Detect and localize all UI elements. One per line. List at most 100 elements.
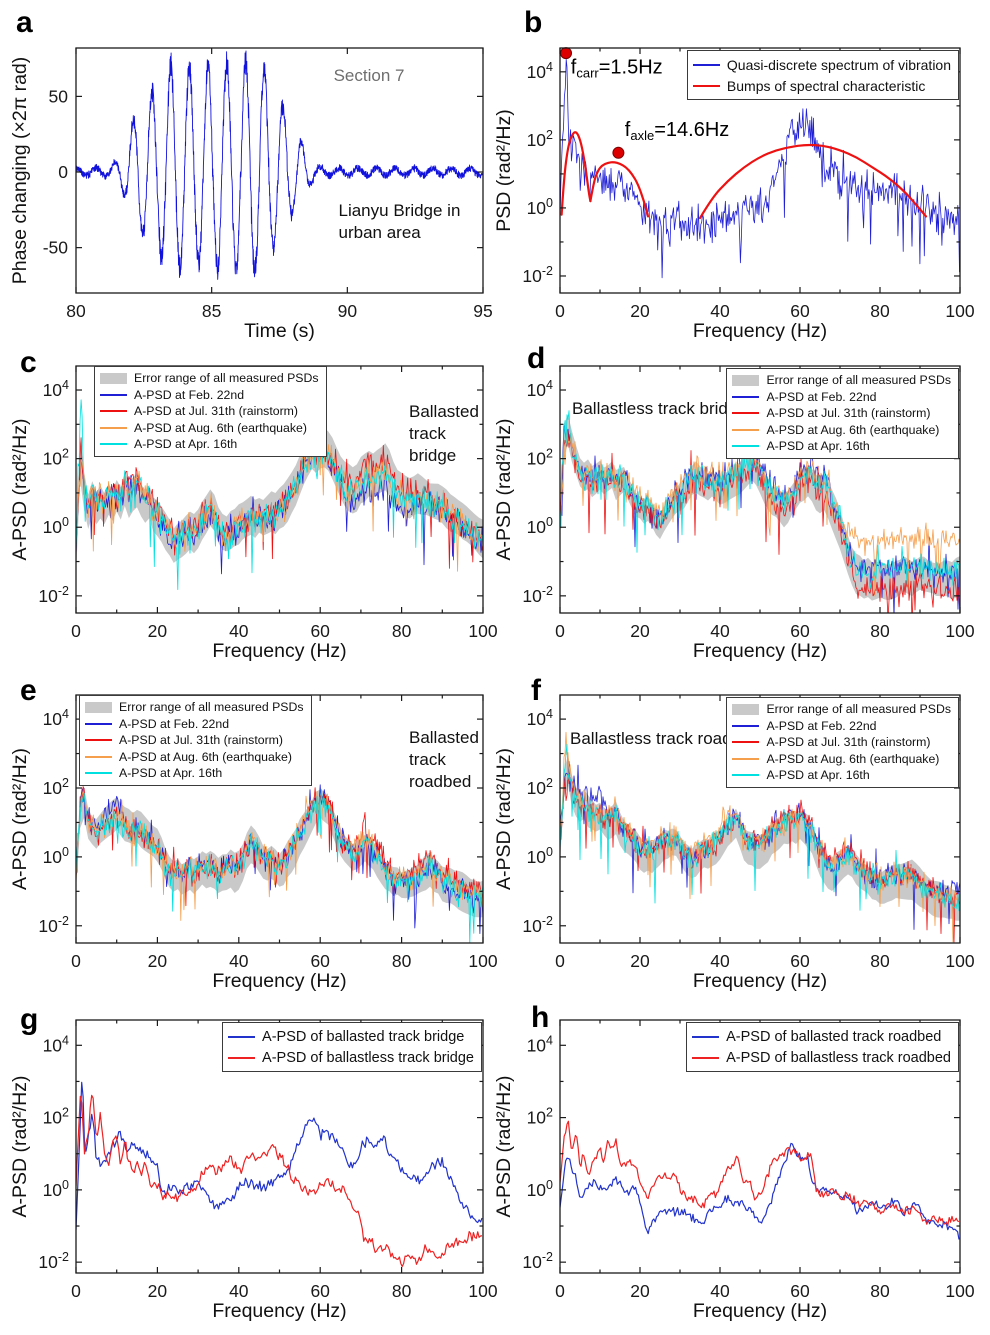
y-tick-label: 50 xyxy=(49,86,69,106)
x-tick-label: 100 xyxy=(945,951,974,971)
axis-ticks xyxy=(559,366,961,613)
x-tick-label: 0 xyxy=(71,951,81,971)
x-tick-label: 0 xyxy=(71,621,81,641)
bump-curve xyxy=(589,161,650,218)
legend-swatch-line xyxy=(732,724,760,727)
y-tick-label: 100 xyxy=(527,845,553,867)
x-axis-label: Frequency (Hz) xyxy=(693,640,827,662)
annotation-line: Ballasted track roadbed xyxy=(408,728,479,792)
series-line xyxy=(76,1094,483,1268)
y-tick-label: -50 xyxy=(43,238,69,258)
y-tick-label: 10-2 xyxy=(522,1250,553,1272)
y-axis-label: A-PSD (rad²/Hz) xyxy=(9,1076,31,1218)
data-layer xyxy=(560,1120,960,1240)
legend-swatch-line xyxy=(732,741,760,744)
legend-label: A-PSD of ballasted track bridge xyxy=(262,1028,465,1045)
plot-canvas: 0 20 40 60 80 100 104 102 100 10-2 Frequency (Hz) A… xyxy=(493,1019,975,1322)
x-tick-label: 0 xyxy=(555,301,565,321)
legend-swatch-line xyxy=(732,774,760,777)
legend-label: Error range of all measured PSDs xyxy=(134,371,319,386)
legend-swatch-line xyxy=(732,412,760,415)
y-tick-label: 104 xyxy=(43,378,69,400)
series-line xyxy=(560,1120,960,1226)
plot-canvas: 0 20 40 60 80 100 104 102 100 10-2 Frequency (Hz) A… xyxy=(493,365,975,662)
x-tick-label: 90 xyxy=(338,301,358,321)
legend-label: A-PSD at Aug. 6th (earthquake) xyxy=(766,422,940,437)
legend-item: A-PSD of ballastless track roadbed xyxy=(692,1047,951,1068)
legend-swatch-line xyxy=(100,410,127,413)
legend-item: A-PSD at Apr. 16th xyxy=(732,767,951,784)
bump-curve xyxy=(698,143,928,220)
error-band xyxy=(76,787,483,918)
legend-swatch-line xyxy=(85,755,112,758)
legend-item: A-PSD of ballastless track bridge xyxy=(228,1047,474,1068)
x-tick-label: 80 xyxy=(870,1281,890,1301)
series-line xyxy=(76,1081,483,1230)
panel-h-roadbed-comparison: 0 20 40 60 80 100 104 102 100 10-2 Frequency (Hz) A… xyxy=(493,1019,975,1322)
data-layer xyxy=(76,784,483,943)
frequency-marker-dot xyxy=(612,146,625,159)
y-axis-label: A-PSD (rad²/Hz) xyxy=(493,1076,515,1218)
x-tick-label: 80 xyxy=(392,1281,412,1301)
legend-label: A-PSD at Feb. 22nd xyxy=(119,716,230,731)
x-tick-label: 0 xyxy=(555,621,565,641)
legend-swatch-patch xyxy=(100,372,127,384)
y-tick-label: 104 xyxy=(527,707,553,729)
y-axis-label: A-PSD (rad²/Hz) xyxy=(9,748,31,890)
y-tick-label: 102 xyxy=(527,447,553,469)
x-tick-label: 20 xyxy=(630,951,650,971)
plot-annotation: Section 7 xyxy=(334,65,405,87)
plot-canvas: 80 85 90 95 -50 0 50 Time (s) Phase changing (×2… xyxy=(9,47,493,342)
panel-g-bridge-comparison: 0 20 40 60 80 100 104 102 100 10-2 Frequency (Hz) A… xyxy=(9,1019,498,1322)
plot-canvas: 0 20 40 60 80 100 104 102 100 10-2 Frequency (Hz) A… xyxy=(493,694,975,992)
legend-item: Error range of all measured PSDs xyxy=(732,372,951,389)
y-tick-label: 100 xyxy=(43,515,69,537)
plot-annotation: Lianyu Bridge in urban area xyxy=(339,200,461,244)
panel-letter-a: a xyxy=(16,6,33,39)
legend-item: A-PSD at Apr. 16th xyxy=(732,438,951,455)
panel-e-ballasted-roadbed: 0 20 40 60 80 100 104 102 100 10-2 Frequency (Hz) A… xyxy=(9,694,498,992)
axis-ticks xyxy=(75,48,484,293)
y-axis-label: Phase changing (×2π rad) xyxy=(9,57,31,285)
y-tick-label: 104 xyxy=(527,1033,553,1055)
legend-label: Error range of all measured PSDs xyxy=(119,700,304,715)
axes-box xyxy=(75,47,484,294)
y-tick-label: 10-2 xyxy=(522,264,553,286)
legend-item: Quasi-discrete spectrum of vibration xyxy=(692,54,951,75)
x-tick-label: 40 xyxy=(229,951,249,971)
series-line xyxy=(560,430,960,597)
legend-swatch-line xyxy=(228,1035,256,1038)
frequency-marker-label: faxle=14.6Hz xyxy=(625,119,729,143)
legend-swatch-patch xyxy=(732,374,760,386)
legend-item: A-PSD at Jul. 31th (rainstorm) xyxy=(732,405,951,422)
data-layer xyxy=(560,410,960,613)
legend-swatch-line xyxy=(85,722,112,725)
x-axis-label: Frequency (Hz) xyxy=(212,1300,346,1322)
x-tick-label: 80 xyxy=(392,621,412,641)
panel-letter-f: f xyxy=(531,674,541,707)
legend-swatch-patch xyxy=(732,703,760,715)
legend-item: A-PSD at Aug. 6th (earthquake) xyxy=(100,420,319,437)
y-axis-label: A-PSD (rad²/Hz) xyxy=(493,748,515,890)
plot-legend: Error range of all measured PSDs A-PSD at… xyxy=(726,368,959,459)
legend-label: A-PSD at Jul. 31th (rainstorm) xyxy=(766,406,931,421)
y-tick-label: 102 xyxy=(43,1106,69,1128)
data-layer xyxy=(560,59,960,279)
x-tick-label: 100 xyxy=(945,1281,974,1301)
legend-label: Error range of all measured PSDs xyxy=(766,373,951,388)
x-tick-label: 40 xyxy=(710,951,730,971)
legend-label: A-PSD at Apr. 16th xyxy=(119,766,223,781)
panel-letter-d: d xyxy=(527,342,546,375)
x-axis-label: Frequency (Hz) xyxy=(693,320,827,342)
plot-canvas: 0 20 40 60 80 100 104 102 100 10-2 Frequency (Hz) A… xyxy=(9,365,498,662)
y-tick-label: 10-2 xyxy=(38,584,69,606)
legend-item: A-PSD at Feb. 22nd xyxy=(732,718,951,735)
plot-canvas: 0 20 40 60 80 100 104 102 100 10-2 Frequency (Hz) A… xyxy=(9,694,498,992)
annotation-line: Section 7 xyxy=(333,66,405,86)
x-axis-label: Frequency (Hz) xyxy=(693,970,827,992)
legend-item: A-PSD at Apr. 16th xyxy=(100,436,319,453)
data-layer xyxy=(76,1081,483,1268)
panel-d-ballastless-bridge: 0 20 40 60 80 100 104 102 100 10-2 Frequency (Hz) A… xyxy=(493,365,975,662)
panel-c-ballasted-bridge: 0 20 40 60 80 100 104 102 100 10-2 Frequency (Hz) A… xyxy=(9,365,498,662)
